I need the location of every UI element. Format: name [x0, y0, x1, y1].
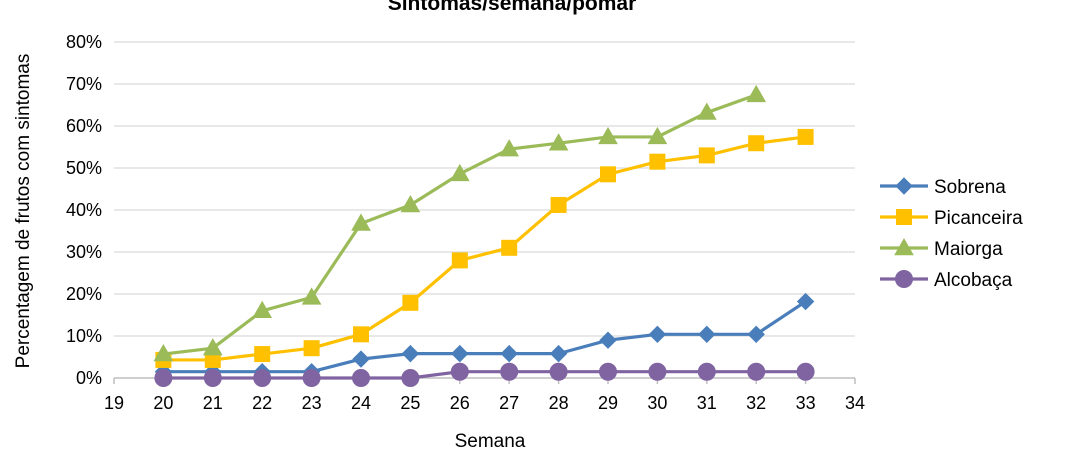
- data-point: [303, 340, 320, 357]
- x-tick-label: 34: [845, 393, 865, 413]
- legend-marker: [895, 270, 913, 288]
- data-point: [401, 344, 420, 363]
- data-point: [302, 369, 321, 387]
- data-point: [500, 362, 519, 381]
- x-tick-label: 21: [203, 393, 223, 413]
- x-tick-label: 26: [450, 393, 470, 413]
- data-point: [449, 163, 470, 182]
- data-point: [598, 126, 618, 145]
- data-point: [450, 362, 469, 381]
- x-tick-label: 28: [549, 393, 569, 413]
- data-point: [549, 344, 568, 363]
- y-tick-label: 70%: [66, 74, 102, 94]
- data-point: [647, 126, 668, 145]
- legend-label: Sobrena: [934, 177, 1006, 198]
- series-group: [153, 84, 815, 387]
- data-point: [698, 147, 715, 164]
- gridlines: [114, 41, 855, 337]
- legend-item: Picanceira: [880, 208, 1023, 229]
- data-point: [499, 139, 520, 157]
- data-point: [648, 325, 667, 344]
- x-tick-label: 32: [746, 393, 766, 413]
- data-point: [253, 369, 272, 387]
- data-point: [698, 325, 716, 344]
- y-tick-label: 10%: [66, 326, 102, 346]
- data-point: [202, 338, 223, 356]
- legend-item: Maiorga: [880, 237, 1003, 260]
- chart-title: Sintomas/semana/pomar: [388, 0, 637, 15]
- x-tick-label: 27: [499, 393, 519, 413]
- x-tick-label: 30: [647, 393, 667, 413]
- legend-marker: [896, 209, 912, 225]
- data-point: [401, 369, 420, 387]
- y-tick-label: 60%: [66, 116, 102, 136]
- data-point: [746, 84, 767, 103]
- data-point: [796, 292, 815, 311]
- y-tick-label: 50%: [66, 158, 102, 178]
- y-tick-label: 40%: [66, 200, 102, 220]
- data-point: [600, 166, 616, 183]
- legend-item: Sobrena: [880, 177, 1006, 198]
- data-point: [648, 362, 667, 381]
- data-point: [599, 331, 617, 349]
- y-axis-title: Percentagem de frutos com sintomas: [13, 54, 34, 369]
- data-point: [353, 326, 369, 343]
- data-point: [500, 344, 518, 363]
- y-tick-label: 0%: [76, 368, 102, 388]
- data-point: [301, 287, 322, 305]
- x-tick-label: 29: [598, 393, 618, 413]
- data-point: [154, 369, 173, 387]
- data-point: [451, 344, 469, 363]
- data-point: [254, 346, 271, 363]
- data-point: [649, 153, 666, 170]
- data-point: [747, 325, 765, 344]
- x-tick-label: 33: [796, 393, 816, 413]
- legend-label: Alcobaça: [934, 270, 1013, 291]
- data-point: [402, 294, 419, 311]
- series-line: [163, 135, 806, 362]
- data-point: [599, 362, 617, 381]
- legend-marker: [895, 177, 913, 195]
- data-point: [400, 194, 421, 213]
- data-point: [351, 213, 371, 231]
- data-point: [153, 344, 174, 362]
- y-tick-label: 20%: [66, 284, 102, 304]
- data-point: [797, 128, 814, 145]
- data-point: [451, 252, 468, 269]
- x-tick-label: 20: [153, 393, 173, 413]
- x-tick-label: 19: [104, 393, 124, 413]
- x-tick-label: 24: [351, 393, 371, 413]
- legend-label: Picanceira: [934, 208, 1023, 229]
- legend: Sobrena Picanceira Maiorga Alcobaça: [880, 177, 1023, 291]
- data-point: [548, 133, 569, 151]
- series-2: [153, 84, 767, 362]
- data-point: [352, 369, 370, 387]
- data-point: [748, 135, 765, 152]
- legend-item: Alcobaça: [880, 270, 1013, 291]
- x-tick-label: 25: [400, 393, 420, 413]
- x-axis-title: Semana: [455, 431, 526, 452]
- series-1: [155, 128, 814, 368]
- data-point: [203, 369, 222, 387]
- x-tick-label: 31: [697, 393, 717, 413]
- data-point: [549, 362, 568, 381]
- x-tick-label: 22: [252, 393, 272, 413]
- x-tick-label: 23: [302, 393, 322, 413]
- y-tick-label: 80%: [66, 32, 102, 52]
- series-3: [154, 362, 815, 387]
- data-point: [352, 350, 370, 368]
- data-point: [747, 362, 766, 381]
- data-point: [696, 102, 717, 120]
- data-point: [550, 196, 567, 213]
- data-point: [796, 362, 815, 381]
- data-point: [501, 239, 518, 256]
- legend-marker: [894, 237, 914, 256]
- y-tick-label: 30%: [66, 242, 102, 262]
- data-point: [252, 300, 273, 319]
- data-point: [697, 362, 716, 381]
- legend-label: Maiorga: [934, 239, 1003, 260]
